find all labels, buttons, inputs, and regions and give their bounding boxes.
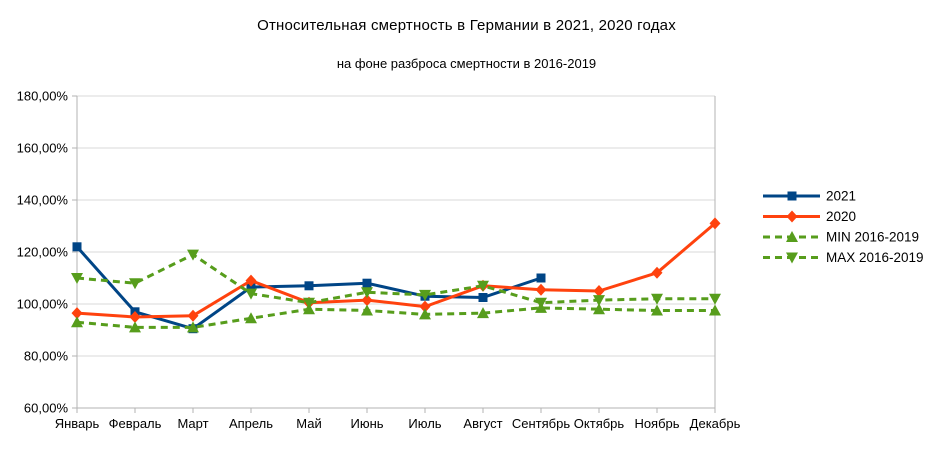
series-marker [419,289,431,301]
series-marker [187,249,199,261]
series-marker [477,280,489,292]
series-line [76,253,715,305]
series-marker [129,321,141,333]
legend-item: MIN 2016-2019 [763,230,919,245]
series-marker [419,300,431,313]
x-axis-label: Декабрь [690,416,741,431]
y-axis-label: 140,00% [17,193,69,208]
series-marker [187,321,199,333]
series-line [76,306,715,329]
series-marker [535,297,547,309]
series-marker [593,295,605,307]
legend-marker [786,231,798,242]
legend-label: MIN 2016-2019 [826,230,919,245]
series-marker [419,308,431,320]
series-marker [535,283,547,296]
legend-marker [786,252,798,264]
x-axis-label: Август [463,416,502,431]
y-axis-label: 100,00% [17,297,69,312]
x-axis-label: Январь [55,416,100,431]
x-axis-label: Сентябрь [512,416,570,431]
legend-item: 2021 [763,189,856,204]
series-min-2016-2019 [71,301,721,333]
series-marker [303,297,315,309]
series-marker [304,281,314,291]
legend-marker [787,191,797,201]
y-axis-label: 120,00% [17,245,69,260]
series-marker [72,242,82,252]
legend-label: 2020 [826,209,856,224]
series-marker [71,307,83,320]
y-axis-label: 160,00% [17,141,69,156]
series-marker [361,294,373,307]
series-marker [71,273,83,284]
x-axis-label: Март [177,416,208,431]
x-axis-label: Май [296,416,321,431]
series-marker [71,316,83,328]
chart-title: Относительная смертность в Германии в 20… [257,17,676,34]
series-marker [709,217,721,230]
series-marker [245,288,257,300]
legend: 2021 2020 MIN 2016-2019 MAX 2016-2019 [763,189,924,265]
series-marker [536,273,546,283]
series-line [76,222,716,319]
series-marker [651,293,663,305]
legend-item: MAX 2016-2019 [763,250,924,265]
y-axis-label: 80,00% [24,349,69,364]
series-marker [478,293,488,302]
x-axis-label: Июнь [350,416,383,431]
y-axis-label: 180,00% [17,89,69,104]
series-marker [593,285,605,297]
x-axis-label: Июль [408,416,441,431]
legend-marker [786,210,798,223]
series-marker [245,274,257,287]
x-axis-label: Ноябрь [634,416,679,431]
series-marker [651,266,663,279]
legend-item: 2020 [763,209,856,224]
series-max-2016-2019 [71,249,721,309]
series-marker [129,311,141,323]
chart-subtitle: на фоне разброса смертности в 2016-2019 [336,56,597,71]
legend-label: 2021 [826,189,856,204]
series-marker [477,307,489,319]
series-marker [651,304,663,316]
legend-label: MAX 2016-2019 [826,250,924,265]
series-2020 [71,217,721,323]
series-marker [246,282,256,292]
series-marker [593,303,605,315]
series-marker [362,278,372,288]
y-axis-label: 60,00% [24,401,69,416]
series-marker [709,293,721,305]
x-axis-label: Октябрь [574,416,625,431]
x-axis-label: Февраль [109,416,162,431]
series-marker [709,304,721,316]
series-marker [245,312,257,324]
series-marker [361,304,373,316]
series-marker [361,287,373,299]
series-marker [187,309,199,322]
x-axis-label: Апрель [229,416,273,431]
series-marker [129,278,141,290]
